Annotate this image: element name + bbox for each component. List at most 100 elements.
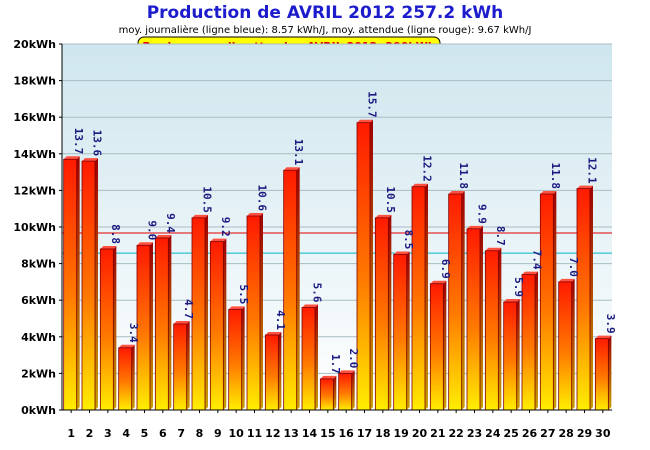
bar <box>503 299 520 411</box>
bar-face <box>393 254 408 411</box>
bar-face <box>429 283 444 411</box>
bar-value-label: 13.1 <box>292 139 305 166</box>
bar-face <box>539 193 554 411</box>
bar-side <box>608 335 612 410</box>
bar-value-label: 3.9 <box>604 314 617 334</box>
bar-value-label: 5.6 <box>311 283 324 303</box>
bar-side <box>443 280 447 410</box>
bar-top <box>558 278 575 282</box>
y-tick-label: 8kWh <box>21 258 56 271</box>
x-tick-label: 24 <box>485 427 501 440</box>
bar <box>393 251 410 411</box>
bar-side <box>535 271 538 410</box>
bar-side <box>425 183 428 410</box>
grid-lines <box>62 43 612 374</box>
bar-face <box>576 188 591 411</box>
bar-top <box>320 375 337 379</box>
y-axis-ticks: 0kWh 2kWh 4kWh 6kWh 8kWh 10kWh 12kWh 14kWh 16kWh… <box>13 38 62 417</box>
bar <box>484 247 502 411</box>
x-tick-label: 5 <box>141 427 149 440</box>
bar <box>63 156 80 411</box>
x-tick-label: 9 <box>214 427 222 440</box>
bar-value-label: 10.5 <box>201 186 214 213</box>
bar-face <box>63 158 78 411</box>
bar-face <box>319 378 334 411</box>
bar <box>338 370 355 411</box>
bar <box>264 331 282 411</box>
y-tick-label: 6kWh <box>21 294 56 307</box>
x-tick-label: 23 <box>467 427 482 440</box>
y-tick-label: 10kWh <box>13 221 56 234</box>
bar-face <box>118 347 133 411</box>
bar-value-label: 1.7 <box>329 354 342 374</box>
bar <box>301 304 318 411</box>
bar-value-label: 7.0 <box>567 257 580 277</box>
bar-value-label: 9.2 <box>219 217 232 237</box>
bar-value-label: 9.4 <box>164 213 177 233</box>
bar-side <box>241 306 245 410</box>
bar-face <box>484 250 499 411</box>
bar-value-label: 7.4 <box>531 250 544 270</box>
bar <box>594 335 612 411</box>
bar <box>173 320 190 411</box>
bar <box>81 158 98 411</box>
y-tick-label: 4kWh <box>21 331 56 344</box>
x-tick-label: 1 <box>67 427 75 440</box>
bar-face <box>209 241 224 411</box>
bar-top <box>448 191 465 195</box>
bar-top <box>393 251 410 255</box>
x-tick-label: 28 <box>559 427 574 440</box>
bar-side <box>498 247 502 410</box>
x-tick-label: 26 <box>522 427 538 440</box>
reference-lines <box>62 232 612 254</box>
bar-top <box>412 183 428 187</box>
bar-top <box>173 320 190 324</box>
x-tick-label: 14 <box>302 427 318 440</box>
bar-face <box>301 307 316 411</box>
bar-value-label: 8.8 <box>109 224 122 244</box>
bar-face <box>411 186 426 411</box>
bar-top <box>155 234 172 238</box>
bar-value-label: 13.6 <box>91 130 104 157</box>
x-tick-label: 25 <box>504 427 519 440</box>
bar-face <box>99 248 114 411</box>
bar-value-label: 8.7 <box>494 226 507 246</box>
bar <box>429 280 447 411</box>
bar-face <box>466 228 481 411</box>
bar <box>283 167 300 411</box>
bar-face <box>264 334 279 411</box>
bar-side <box>406 251 410 410</box>
bar <box>118 344 135 411</box>
x-tick-label: 8 <box>196 427 204 440</box>
bar-side <box>76 156 80 410</box>
bar-top <box>118 344 135 348</box>
bar-value-label: 4.7 <box>182 299 195 319</box>
y-tick-label: 2kWh <box>21 367 56 380</box>
x-tick-label: 17 <box>357 427 372 440</box>
x-tick-label: 3 <box>104 427 112 440</box>
x-tick-label: 11 <box>247 427 262 440</box>
bar-face <box>246 215 261 411</box>
bar-top <box>210 238 227 242</box>
bar-side <box>260 213 263 410</box>
bar <box>558 278 575 411</box>
bar-side <box>296 167 300 410</box>
bar <box>576 185 593 411</box>
bar-top <box>137 242 153 246</box>
bar-side <box>480 225 483 410</box>
bar-value-label: 10.6 <box>256 185 269 212</box>
bar-side <box>461 191 465 410</box>
bar <box>539 191 557 411</box>
x-tick-label: 22 <box>449 427 464 440</box>
bar-top <box>63 156 80 160</box>
bar-side <box>113 245 117 410</box>
chart-subtitle: moy. journalière (ligne bleue): 8.57 kWh… <box>119 24 532 36</box>
x-tick-label: 27 <box>540 427 555 440</box>
bar <box>356 119 373 411</box>
x-tick-label: 13 <box>284 427 299 440</box>
bar-face <box>81 160 96 411</box>
bar-top <box>228 306 245 310</box>
bar-top <box>430 280 447 284</box>
bar-face <box>503 301 518 411</box>
bar-value-label: 4.1 <box>274 310 287 330</box>
